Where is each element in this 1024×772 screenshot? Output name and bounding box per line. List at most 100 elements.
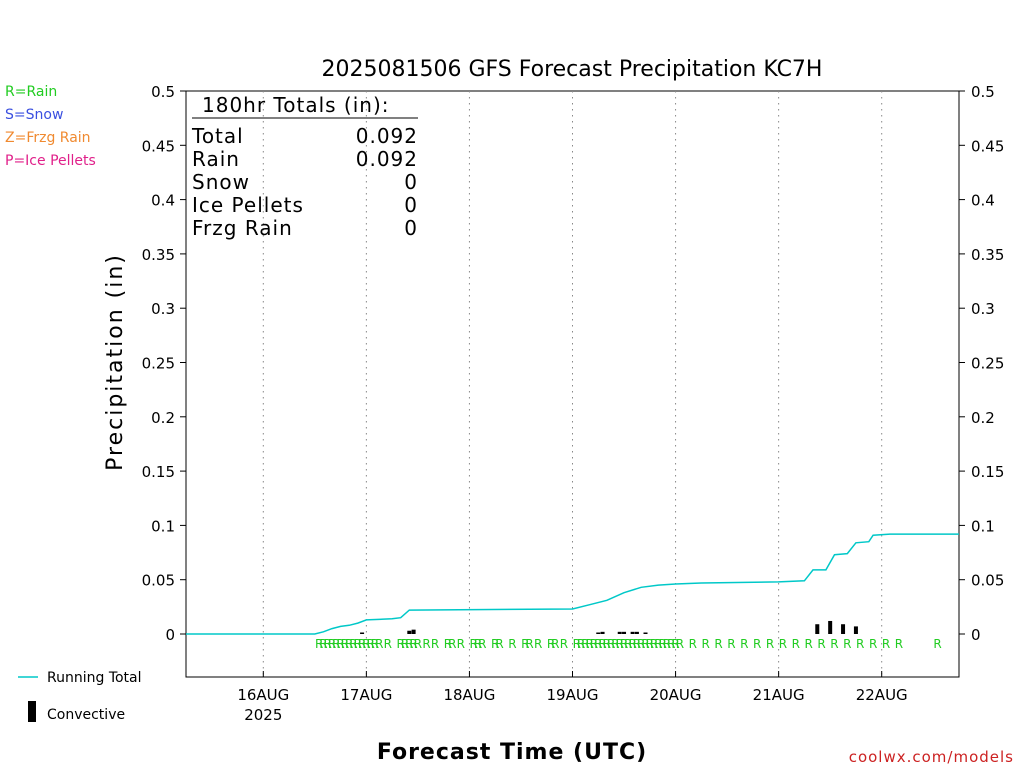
ptype-rain-marker: R xyxy=(646,637,654,651)
ptype-rain-marker: R xyxy=(843,637,851,651)
ptype-rain-marker: R xyxy=(659,637,667,651)
y-tick-label-right: 0.5 xyxy=(971,83,995,101)
ptype-rain-marker: R xyxy=(371,637,379,651)
totals-row-value: 0.092 xyxy=(356,124,418,148)
ptype-rain-marker: R xyxy=(603,637,611,651)
x-tick-label: 21AUG xyxy=(753,686,805,704)
convective-bar xyxy=(630,631,635,634)
y-axis-label: Precipitation (in) xyxy=(103,253,128,471)
ptype-rain-marker: R xyxy=(817,637,825,651)
ptype-rain-marker: R xyxy=(882,637,890,651)
ptype-rain-marker: R xyxy=(315,637,323,651)
ptype-rain-marker: R xyxy=(366,637,374,651)
convective-bar xyxy=(600,631,605,634)
convective-bar xyxy=(407,630,412,634)
y-tick-label-right: 0.2 xyxy=(971,409,995,427)
ptype-rain-marker: R xyxy=(470,637,478,651)
convective-bar xyxy=(617,631,622,634)
convective-legend-label: Convective xyxy=(47,707,125,723)
ptype-rain-marker: R xyxy=(740,637,748,651)
y-tick-label-right: 0.25 xyxy=(971,355,1004,373)
totals-row-label: Frzg Rain xyxy=(192,216,293,240)
ptype-legend-item: R=Rain xyxy=(5,84,57,100)
ptype-rain-marker: R xyxy=(753,637,761,651)
ptype-rain-marker: R xyxy=(448,637,456,651)
ptype-rain-marker: R xyxy=(779,637,787,651)
ptype-rain-marker: R xyxy=(671,637,679,651)
ptype-rain-marker: R xyxy=(667,637,675,651)
ptype-rain-marker: R xyxy=(328,637,336,651)
x-tick-label: 17AUG xyxy=(340,686,392,704)
totals-header: 180hr Totals (in): xyxy=(202,93,390,117)
ptype-rain-marker: R xyxy=(358,637,366,651)
ptype-rain-marker: R xyxy=(663,637,671,651)
ptype-rain-marker: R xyxy=(362,637,370,651)
y-tick-label-left: 0.5 xyxy=(151,83,175,101)
y-tick-label-left: 0.4 xyxy=(151,192,175,210)
convective-bar xyxy=(622,631,627,634)
ptype-legend: R=Rain S=Snow Z=Frzg Rain P=Ice Pellets xyxy=(5,84,96,169)
ptype-rain-marker: R xyxy=(560,637,568,651)
chart-title: 2025081506 GFS Forecast Precipitation KC… xyxy=(322,57,823,82)
convective-bar xyxy=(815,624,820,634)
running-total-line xyxy=(186,533,959,635)
totals-row-value: 0 xyxy=(404,216,418,240)
x-axis: 16AUG 2025 17AUG 18AUG 19AUG 20AUG 21AUG 22AUG xyxy=(237,671,908,724)
ptype-rain-marker: R xyxy=(332,637,340,651)
convective-bar xyxy=(853,626,858,634)
ptype-rain-marker: R xyxy=(491,637,499,651)
ptype-rain-marker: R xyxy=(422,637,430,651)
convective-bar xyxy=(828,620,833,634)
ptype-rain-marker: R xyxy=(766,637,774,651)
ptype-rain-marker: R xyxy=(805,637,813,651)
y-tick-label-right: 0.1 xyxy=(971,517,995,535)
x-tick-label: 19AUG xyxy=(547,686,599,704)
ptype-rain-marker: R xyxy=(534,637,542,651)
ptype-rain-marker: R xyxy=(933,637,941,651)
totals-row-value: 0.092 xyxy=(356,147,418,171)
y-tick-label-left: 0 xyxy=(165,626,175,644)
ptype-rain-marker: R xyxy=(650,637,658,651)
ptype-rain-marker: R xyxy=(792,637,800,651)
ptype-rain-marker: R xyxy=(590,637,598,651)
convective-bar xyxy=(411,629,416,634)
ptype-rain-marker: R xyxy=(611,637,619,651)
grid-lines xyxy=(262,91,883,677)
ptype-rain-marker: R xyxy=(336,637,344,651)
ptype-rain-marker: R xyxy=(616,637,624,651)
ptype-rain-marker: R xyxy=(474,637,482,651)
totals-row-label: Rain xyxy=(192,147,240,171)
ptype-rain-marker: R xyxy=(349,637,357,651)
x-tick-label: 16AUG xyxy=(237,686,289,704)
ptype-rain-marker: R xyxy=(573,637,581,651)
y-tick-label-left: 0.45 xyxy=(142,137,175,155)
ptype-rain-marker: R xyxy=(409,637,417,651)
ptype-rain-marker: R xyxy=(319,637,327,651)
convective-legend-swatch xyxy=(28,701,36,722)
ptype-rain-marker: R xyxy=(598,637,606,651)
ptype-rain-marker: R xyxy=(495,637,503,651)
ptype-rain-marker: R xyxy=(478,637,486,651)
ptype-rain-marker: R xyxy=(594,637,602,651)
totals-box: 180hr Totals (in): Total 0.092 Rain 0.092 Sn… xyxy=(191,93,418,240)
convective-bar xyxy=(841,624,846,634)
totals-row-label: Total xyxy=(191,124,244,148)
ptype-rain-marker: R xyxy=(714,637,722,651)
ptype-rain-marker: R xyxy=(641,637,649,651)
ptype-rain-marker: R xyxy=(401,637,409,651)
ptype-rain-marker: R xyxy=(620,637,628,651)
totals-row-label: Snow xyxy=(192,170,250,194)
y-tick-label-right: 0.3 xyxy=(971,300,995,318)
ptype-rain-marker: R xyxy=(341,637,349,651)
x-tick-label: 20AUG xyxy=(650,686,702,704)
running-total-legend-label: Running Total xyxy=(47,670,142,686)
ptype-rain-marker: R xyxy=(830,637,838,651)
ptype-rain-marker: R xyxy=(457,637,465,651)
y-axis-left: 0 0.05 0.1 0.15 0.2 0.25 0.3 0.35 0.4 0.45 0.5 xyxy=(142,83,186,644)
ptype-rain-marker: R xyxy=(586,637,594,651)
ptype-rain-marker: R xyxy=(384,637,392,651)
y-tick-label-left: 0.05 xyxy=(142,572,175,590)
ptype-legend-item: S=Snow xyxy=(5,107,63,123)
y-tick-label-right: 0.45 xyxy=(971,137,1004,155)
